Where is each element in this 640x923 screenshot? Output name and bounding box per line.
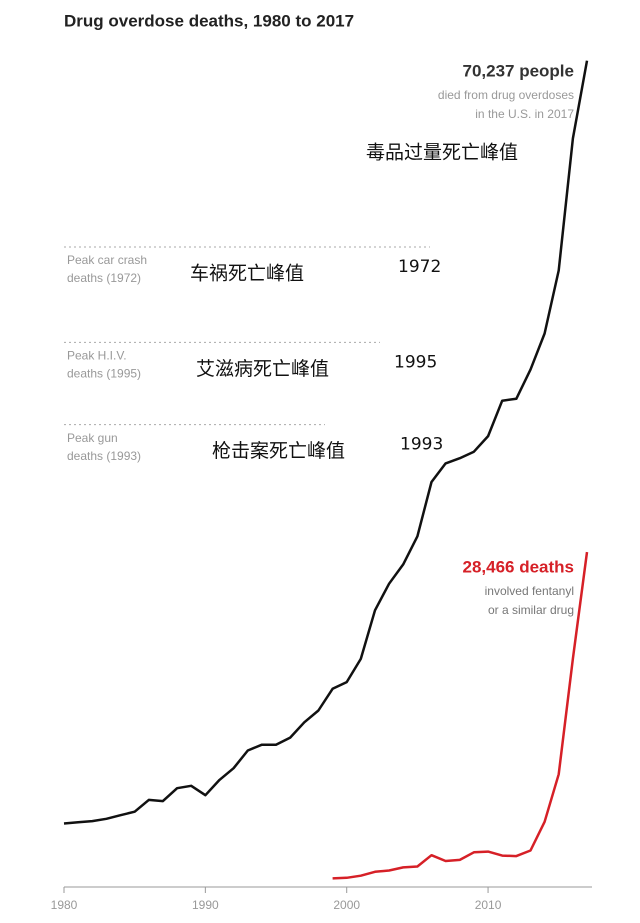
reference-year: 1995	[394, 352, 437, 372]
x-tick-label: 2000	[333, 898, 360, 912]
reference-note: 车祸死亡峰值	[190, 263, 304, 285]
chart-title: Drug overdose deaths, 1980 to 2017	[64, 11, 354, 30]
reference-year: 1993	[400, 435, 443, 455]
x-tick-label: 2010	[475, 898, 502, 912]
x-tick-label: 1990	[192, 898, 219, 912]
reference-note: 枪击案死亡峰值	[212, 440, 345, 462]
reference-label: Peak car crash	[67, 253, 147, 267]
reference-note: 艾滋病死亡峰值	[196, 358, 329, 380]
annotation-note: 毒品过量死亡峰值	[366, 142, 518, 164]
annotation-head: 70,237 people	[462, 61, 574, 80]
annotation-line: in the U.S. in 2017	[475, 107, 574, 121]
reference-label: Peak H.I.V.	[67, 349, 127, 363]
reference-label: deaths (1993)	[67, 449, 141, 463]
annotation-line: or a similar drug	[488, 603, 574, 617]
reference-label: deaths (1995)	[67, 367, 141, 381]
x-tick-label: 1980	[51, 898, 78, 912]
reference-label: deaths (1972)	[67, 271, 141, 285]
series-line	[332, 551, 589, 880]
annotation-line: involved fentanyl	[485, 584, 574, 598]
reference-year: 1972	[398, 257, 441, 277]
annotation-head: 28,466 deaths	[462, 557, 574, 576]
series-line	[63, 60, 589, 825]
annotation-line: died from drug overdoses	[438, 88, 574, 102]
reference-label: Peak gun	[67, 431, 118, 445]
